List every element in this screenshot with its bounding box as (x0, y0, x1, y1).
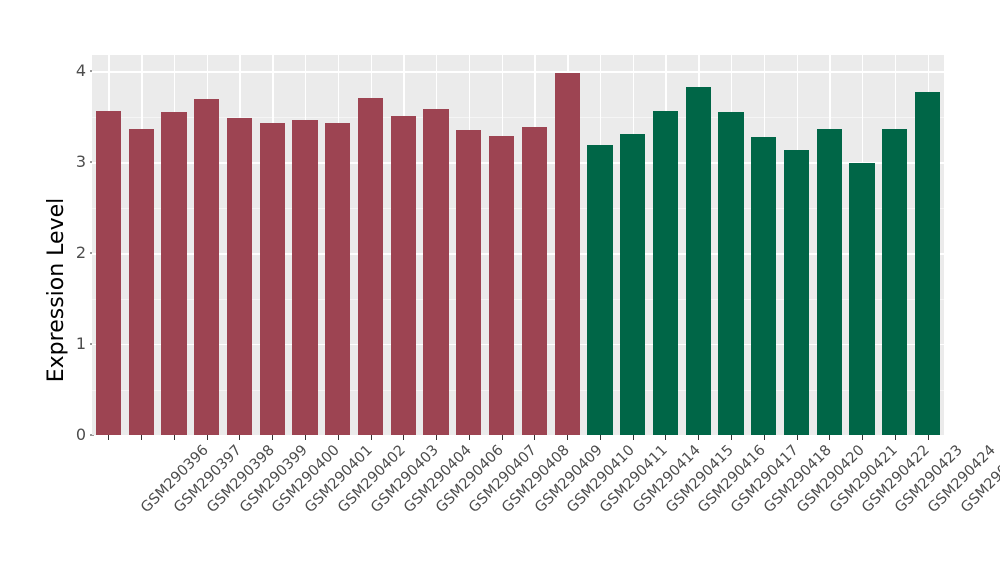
y-tick-label: 0 (75, 425, 86, 444)
x-tick-mark (534, 435, 536, 440)
bar[interactable] (751, 136, 777, 435)
x-axis-labels: GSM290396 GSM290397 GSM290398 GSM290399 GSM2… (92, 442, 1000, 573)
bar[interactable] (882, 128, 908, 435)
bar[interactable] (488, 135, 515, 435)
bar[interactable] (423, 108, 449, 435)
x-tick-mark (763, 435, 765, 440)
bar[interactable] (685, 86, 711, 435)
x-tick-mark (501, 435, 503, 440)
x-tick-mark (370, 435, 372, 440)
bar[interactable] (325, 123, 351, 435)
bar[interactable] (194, 98, 220, 435)
x-tick-mark (731, 435, 732, 440)
y-tick-mark (90, 434, 94, 436)
bar[interactable] (587, 145, 613, 435)
y-axis-ticks: 0 1 2 3 4 (60, 0, 94, 580)
bar[interactable] (849, 163, 875, 435)
gridline-major-horizontal (92, 253, 944, 255)
x-tick-mark (272, 435, 274, 440)
x-tick-mark (468, 435, 470, 440)
y-tick-label: 3 (75, 152, 86, 172)
x-tick-mark (927, 435, 929, 440)
x-tick-mark (141, 435, 143, 440)
x-tick-mark (698, 435, 700, 440)
bar[interactable] (816, 128, 842, 435)
bar[interactable] (128, 128, 154, 435)
x-tick-mark (567, 435, 569, 440)
bar[interactable] (718, 112, 744, 435)
plot-panel (92, 55, 944, 435)
y-tick-label: 4 (75, 61, 86, 81)
x-tick-mark (862, 435, 864, 440)
x-tick-mark (894, 435, 896, 440)
x-axis-ticks (92, 435, 944, 441)
bar[interactable] (456, 129, 482, 435)
bar[interactable] (357, 97, 384, 435)
x-tick-mark (796, 435, 798, 440)
gridline-major-horizontal (92, 162, 944, 164)
x-tick-mark (436, 435, 438, 440)
bar[interactable] (554, 73, 580, 435)
bar[interactable] (95, 111, 121, 435)
gridline-minor-horizontal (92, 298, 944, 300)
x-tick-mark (108, 435, 110, 440)
x-tick-mark (173, 435, 175, 440)
bar[interactable] (620, 134, 646, 435)
x-tick-mark (239, 435, 241, 440)
x-tick-mark (665, 435, 667, 440)
x-tick-mark (632, 435, 634, 440)
bar[interactable] (161, 112, 187, 435)
gridline-major-horizontal (92, 71, 944, 73)
bar[interactable] (292, 120, 318, 435)
y-tick-label: 2 (75, 243, 86, 263)
bar[interactable] (652, 111, 679, 435)
gridline-major-horizontal (92, 344, 944, 346)
x-tick-mark (829, 435, 831, 440)
x-tick-mark (599, 435, 601, 440)
bar[interactable] (259, 123, 285, 435)
gridline-minor-horizontal (92, 207, 944, 209)
x-tick-mark (337, 435, 339, 440)
bar[interactable] (390, 115, 416, 435)
x-tick-mark (305, 435, 306, 440)
x-tick-mark (206, 435, 208, 440)
bar[interactable] (226, 117, 253, 435)
bar[interactable] (783, 149, 810, 435)
gridline-minor-horizontal (92, 389, 944, 391)
x-tick-mark (403, 435, 405, 440)
bar[interactable] (914, 92, 941, 435)
y-tick-label: 1 (75, 334, 86, 354)
bar[interactable] (521, 126, 547, 435)
gridline-minor-horizontal (92, 116, 944, 118)
